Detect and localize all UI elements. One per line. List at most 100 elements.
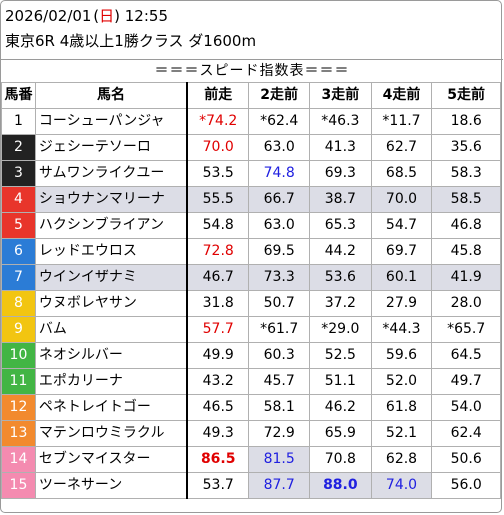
- speed-index-race-3: 69.3: [309, 160, 372, 187]
- race-time: 12:55: [124, 7, 168, 25]
- date-time-line: 2026/02/01 (日) 12:55: [5, 7, 168, 25]
- speed-index-race-4: 69.7: [370, 238, 433, 265]
- horse-name: ウヌボレヤサン: [34, 290, 188, 317]
- col-header-2-races-ago: 2走前: [248, 82, 310, 109]
- speed-index-race-4: 62.8: [370, 446, 433, 473]
- speed-index-race-4: 70.0: [370, 186, 433, 213]
- speed-index-race-3: 51.1: [309, 368, 372, 395]
- speed-index-race-1: 43.2: [186, 368, 250, 395]
- speed-index-race-2: 81.5: [248, 446, 310, 473]
- horse-name: ペネトレイトゴー: [34, 394, 188, 421]
- speed-index-race-1: 57.7: [186, 316, 250, 343]
- table-row: 2 ジェシーテソーロ 70.0 63.0 41.3 62.7 35.6: [1, 134, 501, 161]
- horse-number: 1: [1, 108, 36, 135]
- speed-index-race-2: 58.1: [248, 394, 310, 421]
- speed-index-race-2: 87.7: [248, 472, 310, 499]
- col-header-4-races-ago: 4走前: [370, 82, 433, 109]
- speed-index-race-1: 53.7: [186, 472, 250, 499]
- horse-number: 9: [1, 316, 36, 343]
- horse-name: サムワンライクユー: [34, 160, 188, 187]
- speed-index-race-5: 28.0: [431, 290, 501, 317]
- speed-index-race-4: 52.0: [370, 368, 433, 395]
- speed-index-race-3: 65.9: [309, 420, 372, 447]
- speed-index-race-4: 62.7: [370, 134, 433, 161]
- speed-index-race-5: 62.4: [431, 420, 501, 447]
- horse-name: ハクシンブライアン: [34, 212, 188, 239]
- weekday-close: ): [114, 7, 120, 25]
- speed-index-race-1: 46.5: [186, 394, 250, 421]
- horse-name: マテンロウミラクル: [34, 420, 188, 447]
- table-row: 7 ウインイザナミ 46.7 73.3 53.6 60.1 41.9: [1, 264, 501, 291]
- table-row: 12 ペネトレイトゴー 46.5 58.1 46.2 61.8 54.0: [1, 394, 501, 421]
- horse-name: ネオシルバー: [34, 342, 188, 369]
- horse-number: 15: [1, 472, 36, 499]
- horse-number: 10: [1, 342, 36, 369]
- speed-index-race-3: 46.2: [309, 394, 372, 421]
- speed-index-race-5: 45.8: [431, 238, 501, 265]
- table-row: 11 エポカリーナ 43.2 45.7 51.1 52.0 49.7: [1, 368, 501, 395]
- speed-index-race-2: 63.0: [248, 212, 310, 239]
- speed-index-race-2: 66.7: [248, 186, 310, 213]
- speed-index-race-2: 73.3: [248, 264, 310, 291]
- weekday-open: (: [93, 7, 100, 25]
- table-row: 10 ネオシルバー 49.9 60.3 52.5 59.6 64.5: [1, 342, 501, 369]
- speed-index-race-2: *61.7: [248, 316, 310, 343]
- speed-index-race-5: 64.5: [431, 342, 501, 369]
- speed-index-race-5: 58.3: [431, 160, 501, 187]
- table-row: 13 マテンロウミラクル 49.3 72.9 65.9 52.1 62.4: [1, 420, 501, 447]
- speed-index-race-3: 52.5: [309, 342, 372, 369]
- horse-number: 5: [1, 212, 36, 239]
- horse-name: ツーネサーン: [34, 472, 188, 499]
- speed-index-race-3: 37.2: [309, 290, 372, 317]
- horse-name: ショウナンマリーナ: [34, 186, 188, 213]
- speed-index-race-1: 49.3: [186, 420, 250, 447]
- speed-index-race-5: *65.7: [431, 316, 501, 343]
- speed-index-race-3: 88.0: [309, 472, 372, 499]
- speed-index-race-2: *62.4: [248, 108, 310, 135]
- speed-index-race-5: 46.8: [431, 212, 501, 239]
- table-row: 1 コーシューパンジャ *74.2 *62.4 *46.3 *11.7 18.6: [1, 108, 501, 135]
- speed-index-race-4: 74.0: [370, 472, 433, 499]
- col-header-5-races-ago: 5走前: [431, 82, 501, 109]
- speed-index-race-2: 63.0: [248, 134, 310, 161]
- speed-index-race-3: 65.3: [309, 212, 372, 239]
- speed-index-race-1: 86.5: [186, 446, 250, 473]
- speed-index-race-1: 31.8: [186, 290, 250, 317]
- speed-index-race-4: 27.9: [370, 290, 433, 317]
- horse-number: 14: [1, 446, 36, 473]
- speed-index-race-5: 35.6: [431, 134, 501, 161]
- section-title: ＝＝＝スピード指数表＝＝＝: [1, 59, 503, 82]
- speed-index-race-3: 53.6: [309, 264, 372, 291]
- weekday: 日: [99, 7, 115, 25]
- horse-number: 11: [1, 368, 36, 395]
- speed-index-race-4: 52.1: [370, 420, 433, 447]
- table-row: 14 セブンマイスター 86.5 81.5 70.8 62.8 50.6: [1, 446, 501, 473]
- horse-number: 7: [1, 264, 36, 291]
- table-row: 8 ウヌボレヤサン 31.8 50.7 37.2 27.9 28.0: [1, 290, 501, 317]
- speed-index-race-2: 69.5: [248, 238, 310, 265]
- horse-name: コーシューパンジャ: [34, 108, 188, 135]
- speed-index-race-5: 54.0: [431, 394, 501, 421]
- horse-name: レッドエウロス: [34, 238, 188, 265]
- speed-index-race-5: 49.7: [431, 368, 501, 395]
- horse-number: 13: [1, 420, 36, 447]
- speed-index-race-1: *74.2: [186, 108, 250, 135]
- speed-index-race-1: 55.5: [186, 186, 250, 213]
- speed-index-race-2: 74.8: [248, 160, 310, 187]
- horse-number: 2: [1, 134, 36, 161]
- speed-index-race-3: *29.0: [309, 316, 372, 343]
- race-title: 東京6R 4歳以上1勝クラス ダ1600m: [5, 32, 257, 50]
- speed-index-race-4: *11.7: [370, 108, 433, 135]
- speed-index-race-3: 41.3: [309, 134, 372, 161]
- speed-index-race-2: 72.9: [248, 420, 310, 447]
- table-row: 15 ツーネサーン 53.7 87.7 88.0 74.0 56.0: [1, 472, 501, 499]
- speed-index-race-1: 46.7: [186, 264, 250, 291]
- horse-number: 3: [1, 160, 36, 187]
- speed-index-race-2: 45.7: [248, 368, 310, 395]
- horse-number: 8: [1, 290, 36, 317]
- speed-index-race-1: 70.0: [186, 134, 250, 161]
- table-row: 5 ハクシンブライアン 54.8 63.0 65.3 54.7 46.8: [1, 212, 501, 239]
- col-header-last-race: 前走: [186, 82, 250, 109]
- speed-index-race-5: 58.5: [431, 186, 501, 213]
